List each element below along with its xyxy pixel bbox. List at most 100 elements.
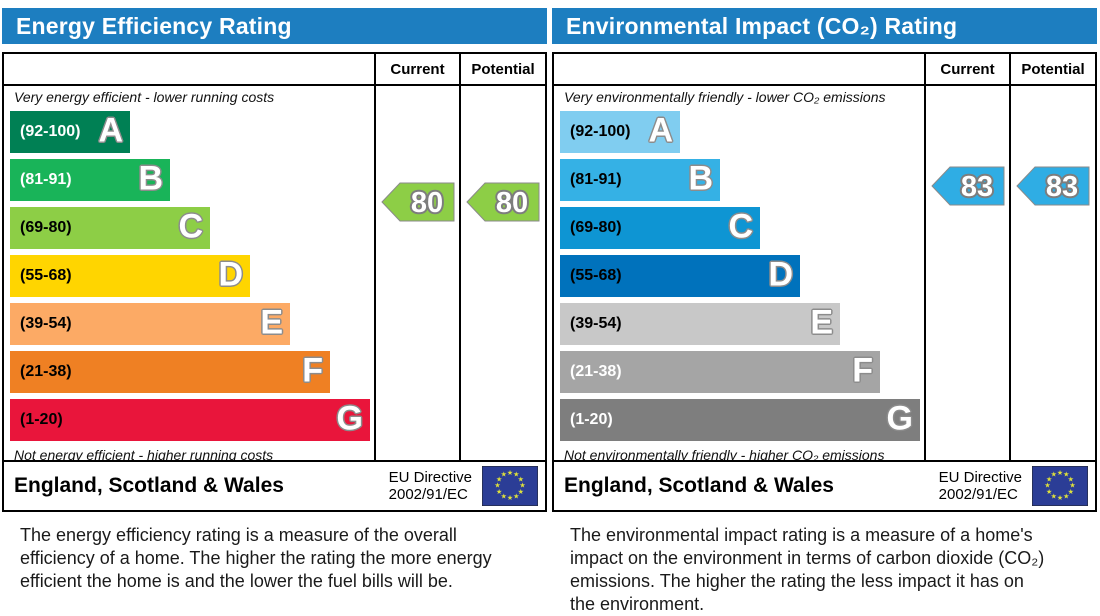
eu-directive-line2: 2002/91/EC (938, 486, 1018, 503)
svg-text:★: ★ (1068, 475, 1074, 483)
current-rating-arrow: 80 (380, 182, 454, 222)
svg-text:★: ★ (507, 469, 513, 477)
band-row: (92-100) A (554, 111, 924, 153)
bands-container: (92-100) A (81-91) B (69-80) C (55-68) D… (4, 111, 374, 441)
eu-flag-icon: ★ ★★ ★★★ ★★★ ★★★ (482, 466, 538, 506)
band-row: (21-38) F (554, 351, 924, 393)
band-letter: F (852, 351, 873, 390)
svg-text:★: ★ (1044, 482, 1050, 490)
band-range-label: (92-100) (570, 123, 631, 140)
band-f: (21-38) F (560, 351, 880, 393)
svg-text:★: ★ (1063, 492, 1069, 500)
band-letter: D (768, 255, 793, 294)
potential-rating-cell: 80 (459, 86, 545, 460)
band-row: (92-100) A (4, 111, 374, 153)
svg-text:★: ★ (513, 492, 519, 500)
current-rating-cell: 83 (924, 86, 1009, 460)
environmental-impact-title: Environmental Impact (CO₂) Rating (552, 8, 1097, 44)
svg-text:★: ★ (501, 471, 507, 479)
band-range-label: (81-91) (570, 171, 622, 188)
band-g: (1-20) G (560, 399, 920, 441)
band-row: (81-91) B (554, 159, 924, 201)
svg-text:★: ★ (1057, 469, 1063, 477)
current-column-header: Current (374, 54, 459, 86)
energy-efficiency-table: Current Potential Very energy efficient … (2, 52, 547, 512)
svg-text:80: 80 (496, 187, 528, 219)
svg-text:★: ★ (496, 475, 502, 483)
band-range-label: (69-80) (570, 219, 622, 236)
band-d: (55-68) D (10, 255, 250, 297)
top-caption: Very energy efficient - lower running co… (14, 89, 275, 105)
environmental-impact-table: Current Potential Very environmentally f… (552, 52, 1097, 512)
svg-text:★: ★ (518, 488, 524, 496)
band-b: (81-91) B (10, 159, 170, 201)
band-row: (1-20) G (554, 399, 924, 441)
svg-text:★: ★ (1063, 471, 1069, 479)
band-e: (39-54) E (10, 303, 290, 345)
potential-rating-arrow: 83 (1016, 166, 1090, 206)
band-b: (81-91) B (560, 159, 720, 201)
energy-efficiency-description: The energy efficiency rating is a measur… (20, 525, 492, 591)
band-range-label: (55-68) (20, 267, 72, 284)
band-range-label: (69-80) (20, 219, 72, 236)
bands-container: (92-100) A (81-91) B (69-80) C (55-68) D… (554, 111, 924, 441)
band-letter: C (728, 207, 753, 246)
potential-column-header: Potential (1009, 54, 1095, 86)
band-range-label: (92-100) (20, 123, 81, 140)
band-letter: A (648, 111, 673, 150)
band-row: (69-80) C (554, 207, 924, 249)
top-caption: Very environmentally friendly - lower CO… (564, 89, 886, 105)
band-letter: A (98, 111, 123, 150)
eu-directive-line1: EU Directive (388, 469, 472, 486)
band-letter: E (810, 303, 833, 342)
band-g: (1-20) G (10, 399, 370, 441)
band-row: (39-54) E (554, 303, 924, 345)
bottom-caption: Not energy efficient - higher running co… (14, 447, 274, 460)
svg-text:★: ★ (1068, 488, 1074, 496)
band-row: (39-54) E (4, 303, 374, 345)
rating-scale-area: Very energy efficient - lower running co… (4, 86, 374, 460)
potential-rating-arrow: 80 (466, 182, 540, 222)
band-letter: B (138, 159, 163, 198)
band-letter: C (178, 207, 203, 246)
eu-directive-label: EU Directive 2002/91/EC (389, 469, 472, 503)
svg-text:★: ★ (1069, 482, 1075, 490)
svg-text:★: ★ (494, 482, 500, 490)
svg-text:★: ★ (507, 494, 513, 502)
band-f: (21-38) F (10, 351, 330, 393)
svg-text:83: 83 (960, 171, 992, 203)
band-e: (39-54) E (560, 303, 840, 345)
svg-text:★: ★ (1057, 494, 1063, 502)
svg-text:80: 80 (410, 187, 442, 219)
eu-directive-line1: EU Directive (938, 469, 1022, 486)
table-footer: England, Scotland & Wales EU Directive 2… (554, 460, 1095, 510)
band-range-label: (1-20) (20, 411, 63, 428)
region-label: England, Scotland & Wales (14, 474, 284, 497)
svg-text:★: ★ (496, 488, 502, 496)
current-rating-arrow: 83 (930, 166, 1004, 206)
band-row: (55-68) D (554, 255, 924, 297)
svg-text:★: ★ (1046, 488, 1052, 496)
region-label: England, Scotland & Wales (564, 474, 834, 497)
eu-directive-label: EU Directive 2002/91/EC (939, 469, 1022, 503)
svg-text:★: ★ (513, 471, 519, 479)
band-a: (92-100) A (560, 111, 680, 153)
header-spacer (554, 54, 924, 86)
band-c: (69-80) C (10, 207, 210, 249)
band-row: (21-38) F (4, 351, 374, 393)
header-spacer (4, 54, 374, 86)
band-d: (55-68) D (560, 255, 800, 297)
band-letter: G (886, 399, 913, 438)
potential-column-header: Potential (459, 54, 545, 86)
band-letter: E (260, 303, 283, 342)
band-row: (1-20) G (4, 399, 374, 441)
svg-text:★: ★ (519, 482, 525, 490)
current-column-header: Current (924, 54, 1009, 86)
band-letter: B (688, 159, 713, 198)
band-row: (81-91) B (4, 159, 374, 201)
svg-text:★: ★ (1051, 492, 1057, 500)
svg-text:83: 83 (1046, 171, 1078, 203)
environmental-impact-description: The environmental impact rating is a mea… (570, 525, 1045, 614)
band-range-label: (1-20) (570, 411, 613, 428)
band-c: (69-80) C (560, 207, 760, 249)
